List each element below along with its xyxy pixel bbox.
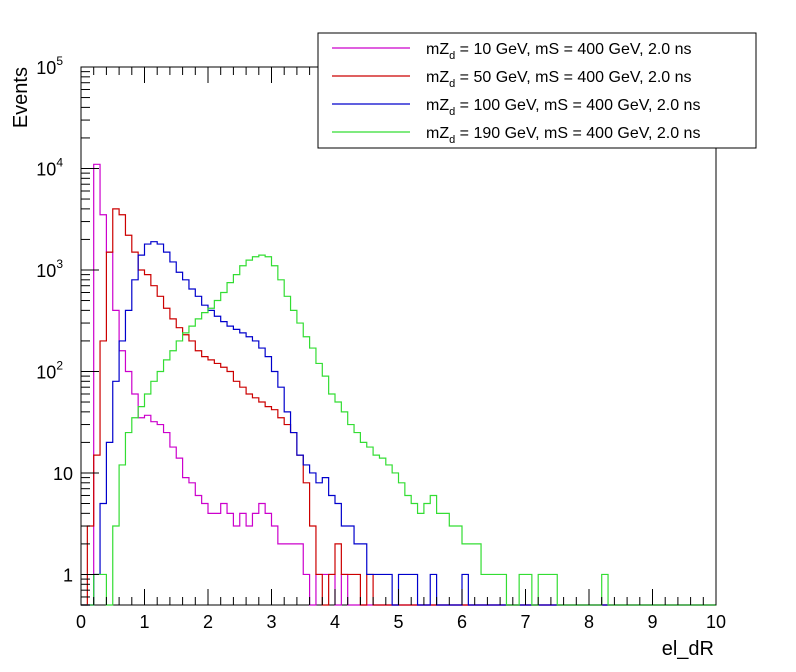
x-tick-label: 8 (584, 612, 594, 632)
x-tick-label: 9 (647, 612, 657, 632)
y-axis-title: Events (10, 67, 32, 128)
x-tick-label: 2 (203, 612, 213, 632)
axes-layer: 0 1 2 3 4 5 6 7 8 9 10 1 10 102 103 104 105 (36, 54, 726, 632)
y-tick-label: 104 (36, 155, 63, 179)
x-tick-label: 10 (706, 612, 726, 632)
series-layer (81, 163, 716, 606)
y-tick-label: 105 (36, 54, 63, 78)
y-tick-label: 103 (36, 257, 63, 281)
x-axis-title: el_dR (662, 638, 714, 660)
legend-box (317, 32, 757, 149)
x-tick-label: 6 (457, 612, 467, 632)
legend-label-1: mZd = 10 GeV, mS = 400 GeV, 2.0 ns (426, 41, 692, 62)
x-tick-label: 3 (266, 612, 276, 632)
y-tick-label: 1 (63, 565, 73, 585)
legend: mZd = 10 GeV, mS = 400 GeV, 2.0 ns mZd = … (317, 32, 757, 149)
x-tick-label: 1 (139, 612, 149, 632)
x-tick-label: 0 (76, 612, 86, 632)
x-tick-label: 7 (520, 612, 530, 632)
y-tick-label: 10 (53, 464, 73, 484)
legend-label-4: mZd = 190 GeV, mS = 400 GeV, 2.0 ns (426, 125, 700, 146)
legend-label-3: mZd = 100 GeV, mS = 400 GeV, 2.0 ns (426, 97, 700, 118)
series-line-4 (81, 254, 716, 606)
series-line-3 (81, 241, 716, 606)
x-tick-label: 5 (393, 612, 403, 632)
x-tick-label: 4 (330, 612, 340, 632)
legend-label-2: mZd = 50 GeV, mS = 400 GeV, 2.0 ns (426, 69, 692, 90)
series-line-1 (81, 163, 716, 606)
y-tick-label: 102 (36, 358, 63, 382)
